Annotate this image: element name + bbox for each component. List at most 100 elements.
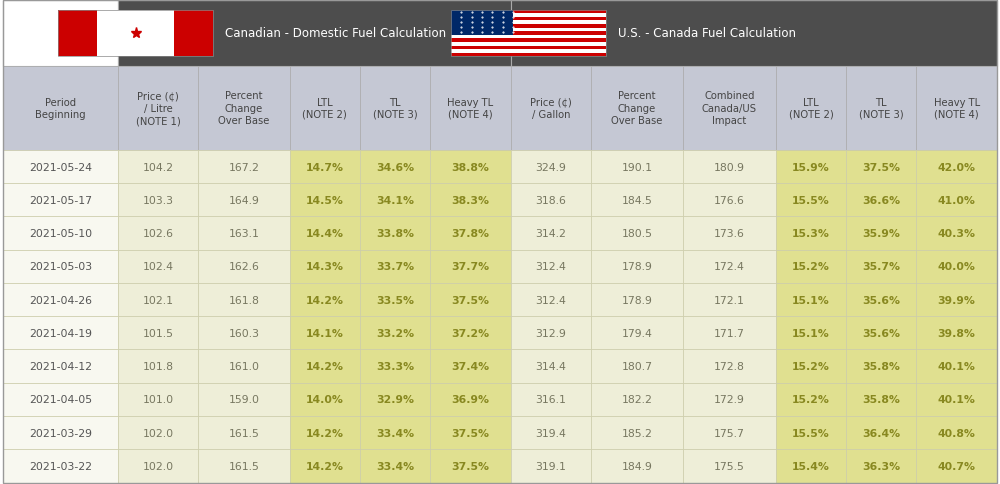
Bar xyxy=(776,416,846,449)
Bar xyxy=(451,11,606,14)
Text: 102.6: 102.6 xyxy=(143,228,174,239)
Bar xyxy=(118,250,198,283)
Bar xyxy=(430,151,511,184)
Text: Percent
Change
Over Base: Percent Change Over Base xyxy=(218,91,270,126)
Bar xyxy=(511,184,591,217)
Bar xyxy=(591,184,683,217)
Bar xyxy=(916,317,997,350)
Text: 34.1%: 34.1% xyxy=(376,196,414,205)
Bar xyxy=(451,25,606,29)
Text: 316.1: 316.1 xyxy=(536,394,566,405)
Bar xyxy=(118,350,198,383)
Bar xyxy=(776,317,846,350)
Bar xyxy=(776,250,846,283)
Text: 185.2: 185.2 xyxy=(622,428,652,438)
Bar xyxy=(591,217,683,250)
Text: 2021-05-24: 2021-05-24 xyxy=(29,162,92,172)
Text: 103.3: 103.3 xyxy=(143,196,174,205)
Text: 102.0: 102.0 xyxy=(142,461,174,471)
Bar xyxy=(290,449,360,483)
Text: 180.9: 180.9 xyxy=(714,162,745,172)
Bar xyxy=(290,283,360,317)
Text: 39.8%: 39.8% xyxy=(938,328,976,338)
Text: 15.9%: 15.9% xyxy=(792,162,830,172)
Bar xyxy=(360,184,430,217)
Text: 40.7%: 40.7% xyxy=(938,461,976,471)
Text: 35.9%: 35.9% xyxy=(862,228,900,239)
Text: 15.1%: 15.1% xyxy=(792,295,830,305)
Text: 14.2%: 14.2% xyxy=(306,428,344,438)
Bar xyxy=(198,250,290,283)
Bar xyxy=(591,66,683,151)
Text: 2021-05-10: 2021-05-10 xyxy=(29,228,92,239)
Bar xyxy=(430,66,511,151)
Text: 161.0: 161.0 xyxy=(229,362,260,371)
Text: 14.1%: 14.1% xyxy=(306,328,344,338)
Bar xyxy=(451,43,606,46)
Text: 41.0%: 41.0% xyxy=(938,196,976,205)
Bar xyxy=(511,250,591,283)
Bar xyxy=(511,66,591,151)
Text: 37.5%: 37.5% xyxy=(451,295,489,305)
Bar xyxy=(776,217,846,250)
Bar xyxy=(846,449,916,483)
Text: 324.9: 324.9 xyxy=(536,162,566,172)
Bar xyxy=(776,66,846,151)
Text: 179.4: 179.4 xyxy=(622,328,652,338)
Text: 15.2%: 15.2% xyxy=(792,394,830,405)
Bar xyxy=(360,383,430,416)
Bar xyxy=(916,350,997,383)
Text: 37.7%: 37.7% xyxy=(451,262,489,272)
Bar xyxy=(3,383,118,416)
Bar xyxy=(118,66,198,151)
Text: 101.8: 101.8 xyxy=(143,362,174,371)
Text: 161.8: 161.8 xyxy=(229,295,260,305)
Text: 36.4%: 36.4% xyxy=(862,428,900,438)
Bar xyxy=(591,350,683,383)
Bar xyxy=(290,151,360,184)
Text: 2021-03-29: 2021-03-29 xyxy=(29,428,92,438)
Bar xyxy=(776,383,846,416)
Bar xyxy=(3,317,118,350)
Text: 33.7%: 33.7% xyxy=(376,262,414,272)
Text: 14.2%: 14.2% xyxy=(306,362,344,371)
Bar xyxy=(360,151,430,184)
Text: 38.8%: 38.8% xyxy=(451,162,489,172)
Text: 2021-04-05: 2021-04-05 xyxy=(29,394,92,405)
Bar xyxy=(683,250,776,283)
Bar xyxy=(3,449,118,483)
Text: 184.5: 184.5 xyxy=(622,196,652,205)
Bar xyxy=(683,317,776,350)
Bar xyxy=(290,250,360,283)
Bar xyxy=(198,449,290,483)
Bar xyxy=(916,416,997,449)
Bar xyxy=(511,283,591,317)
Bar xyxy=(430,317,511,350)
Text: 167.2: 167.2 xyxy=(229,162,260,172)
Text: Heavy TL
(NOTE 4): Heavy TL (NOTE 4) xyxy=(447,97,493,120)
Bar xyxy=(846,217,916,250)
Text: 182.2: 182.2 xyxy=(622,394,652,405)
Bar xyxy=(451,54,606,57)
Text: 318.6: 318.6 xyxy=(536,196,566,205)
Bar xyxy=(591,383,683,416)
Bar xyxy=(118,184,198,217)
Text: 162.6: 162.6 xyxy=(229,262,260,272)
Text: 178.9: 178.9 xyxy=(622,262,652,272)
Text: 312.4: 312.4 xyxy=(536,295,566,305)
Text: 40.1%: 40.1% xyxy=(938,362,976,371)
Text: 36.6%: 36.6% xyxy=(862,196,900,205)
Bar xyxy=(591,283,683,317)
Bar xyxy=(451,14,606,18)
Text: 14.2%: 14.2% xyxy=(306,295,344,305)
Bar xyxy=(916,383,997,416)
Bar xyxy=(776,449,846,483)
Text: 40.3%: 40.3% xyxy=(938,228,976,239)
Text: 314.4: 314.4 xyxy=(536,362,566,371)
Bar xyxy=(430,283,511,317)
Text: 37.2%: 37.2% xyxy=(451,328,489,338)
Bar xyxy=(846,283,916,317)
Bar xyxy=(683,184,776,217)
Bar xyxy=(430,250,511,283)
Text: Period
Beginning: Period Beginning xyxy=(35,97,86,120)
